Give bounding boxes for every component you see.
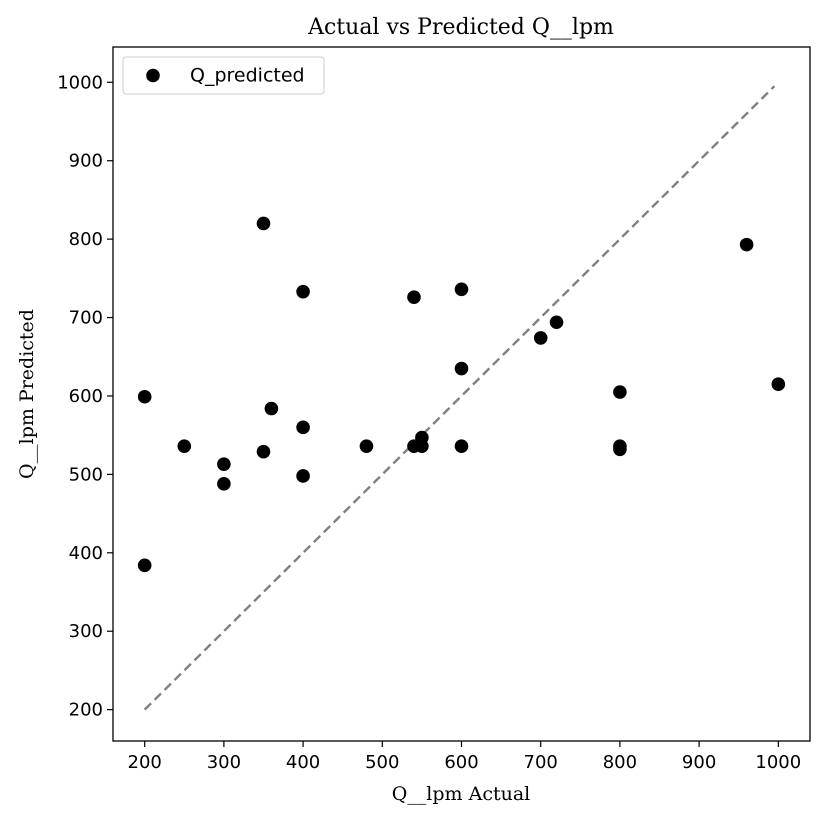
x-tick-label: 1000: [755, 752, 801, 773]
data-point: [359, 439, 374, 453]
data-point: [137, 389, 152, 404]
y-tick-label: 600: [69, 386, 103, 407]
data-point: [256, 444, 271, 459]
x-tick-label: 400: [286, 752, 320, 773]
x-tick-label: 600: [444, 752, 478, 773]
y-tick-label: 400: [69, 543, 103, 564]
data-point: [454, 361, 469, 376]
y-tick-label: 500: [69, 464, 103, 485]
y-tick-label: 900: [69, 151, 103, 172]
data-point: [217, 457, 231, 471]
data-point: [454, 439, 469, 453]
y-tick-label: 700: [69, 308, 103, 329]
x-tick-label: 900: [682, 752, 716, 773]
legend-marker: [146, 68, 160, 83]
y-tick-label: 200: [69, 700, 103, 721]
data-point: [177, 439, 192, 453]
data-point: [296, 284, 310, 299]
data-point: [137, 558, 152, 573]
data-point: [771, 377, 786, 391]
x-tick-label: 800: [603, 752, 637, 773]
data-point: [549, 315, 564, 330]
data-point: [415, 439, 429, 453]
x-tick-label: 700: [524, 752, 558, 773]
legend-box: [122, 56, 325, 95]
data-point: [264, 401, 279, 416]
y-tick-label: 300: [69, 621, 103, 642]
x-tick-label: 500: [365, 752, 399, 773]
x-tick-label: 300: [207, 752, 241, 773]
y-tick-label: 800: [69, 229, 103, 250]
data-point: [739, 237, 754, 252]
data-point: [613, 385, 627, 399]
data-point: [454, 282, 469, 297]
data-point: [613, 442, 627, 457]
data-point: [296, 420, 310, 435]
y-axis-label: Q__lpm Predicted: [16, 309, 38, 479]
data-point: [407, 290, 421, 304]
legend-label: Q_predicted: [190, 65, 305, 87]
plot-area: 200 300 400 500 600 700 800 900 1000 200 300 400 500…: [57, 46, 811, 773]
x-tick-label: 200: [128, 752, 162, 773]
data-point: [296, 469, 310, 483]
y-tick-label: 1000: [57, 72, 103, 93]
data-point: [256, 216, 271, 231]
data-point: [533, 331, 548, 345]
data-point: [217, 476, 231, 491]
reference-diagonal-line: [143, 85, 776, 711]
chart-title: Actual vs Predicted Q__lpm: [307, 15, 614, 40]
x-axis-label: Q__lpm Actual: [392, 783, 531, 805]
